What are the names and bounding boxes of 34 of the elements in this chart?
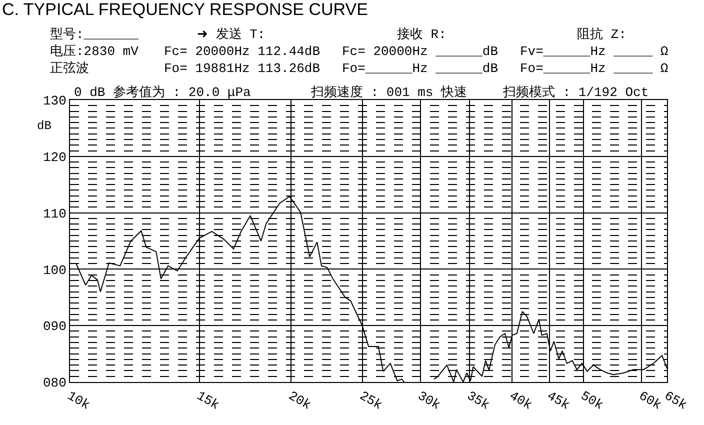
x-tick-label: 50k	[578, 388, 606, 413]
chart-title: C. TYPICAL FREQUENCY RESPONSE CURVE	[2, 0, 368, 19]
annotation: 扫频速度 : 001 ms 快速	[310, 84, 468, 100]
x-tick-label: 40k	[506, 388, 535, 413]
text: 正弦波	[50, 61, 89, 76]
y-tick-label: 130	[42, 94, 66, 109]
text: Fo=______Hz _____ Ω	[520, 61, 668, 76]
x-tick-label: 15k	[194, 388, 222, 413]
text: Fc= 20000Hz ______dB	[342, 44, 498, 59]
y-tick-label: 090	[42, 319, 66, 334]
text: 电压:2830 mV	[50, 44, 139, 59]
text: ➜ 发送 T:	[197, 27, 266, 42]
y-axis-title: dB	[37, 119, 52, 133]
x-tick-label: 35k	[464, 388, 492, 413]
annotation: 0 dB 参考值为 : 20.0 μPa	[74, 85, 252, 100]
x-tick-label: 25k	[357, 388, 385, 413]
x-tick-label: 60k	[636, 388, 664, 413]
annotation: 扫频模式 : 1/192 Oct	[502, 85, 649, 100]
text: Fo=______Hz ______dB	[342, 61, 498, 76]
text: 阻抗 Z:	[577, 27, 626, 42]
x-tick-label: 10k	[64, 388, 93, 413]
text: Fc= 20000Hz 112.44dB	[164, 44, 320, 59]
y-tick-label: 120	[42, 150, 66, 165]
x-tick-label: 30k	[415, 388, 444, 413]
y-tick-label: 110	[42, 206, 66, 222]
x-tick-label: 65k	[662, 388, 690, 413]
y-tick-label: 080	[42, 376, 66, 391]
text: Fv=______Hz _____ Ω	[520, 44, 668, 59]
text: 型号:_______	[50, 27, 139, 42]
y-tick-label: 100	[42, 262, 66, 278]
text: 接收 R:	[397, 27, 446, 42]
x-tick-label: 45k	[544, 388, 572, 413]
x-tick-label: 20k	[286, 388, 314, 413]
text: Fo= 19881Hz 113.26dB	[164, 61, 320, 76]
